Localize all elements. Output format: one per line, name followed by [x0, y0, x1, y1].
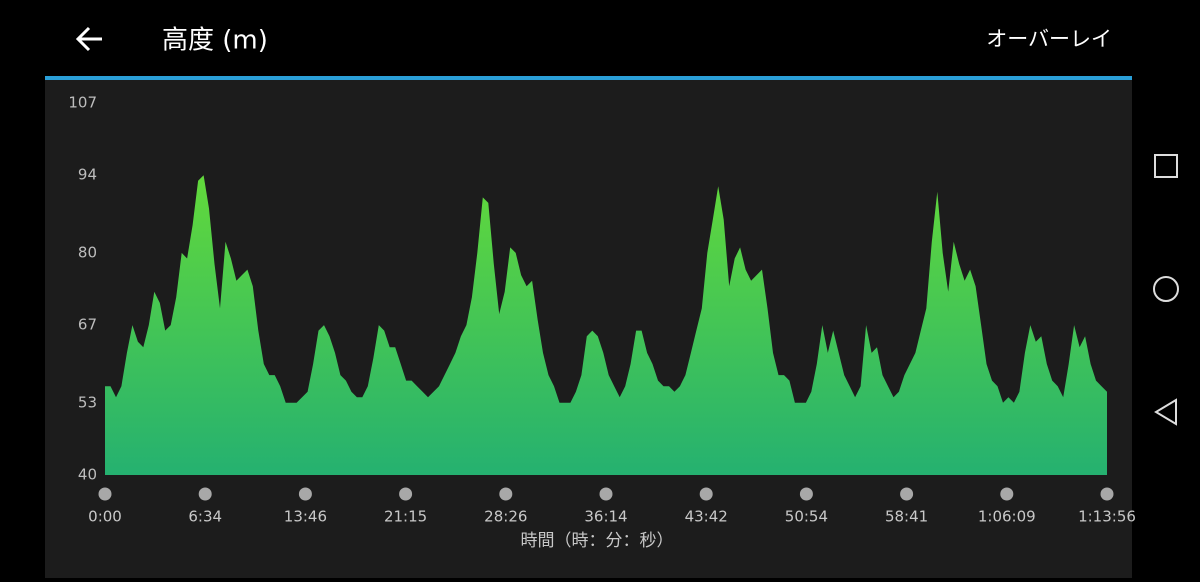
- x-tick-label: 36:14: [584, 508, 627, 526]
- back-button[interactable]: [75, 26, 102, 52]
- y-tick-label: 40: [78, 466, 97, 484]
- overlay-button[interactable]: オーバーレイ: [986, 27, 1112, 51]
- x-tick-dot: [399, 487, 413, 501]
- x-tick-label: 0:00: [88, 508, 122, 526]
- y-tick-label: 53: [78, 393, 97, 411]
- x-tick-dot: [298, 487, 312, 501]
- x-tick-label: 1:06:09: [978, 508, 1036, 526]
- nav-back-button[interactable]: [1154, 398, 1177, 426]
- elevation-area: [105, 175, 1107, 475]
- x-tick-dot: [98, 487, 112, 501]
- x-tick-label: 13:46: [284, 508, 327, 526]
- home-button[interactable]: [1153, 276, 1179, 302]
- x-tick-dot: [599, 487, 613, 501]
- page-title: 高度 (m): [162, 26, 268, 56]
- x-tick-label: 50:54: [785, 508, 828, 526]
- y-tick-label: 67: [78, 316, 97, 334]
- recents-button[interactable]: [1154, 154, 1178, 178]
- x-tick-label: 6:34: [188, 508, 222, 526]
- x-axis-title: 時間（時：分：秒）: [521, 531, 674, 551]
- y-tick-label: 94: [78, 166, 97, 184]
- x-tick-dot: [699, 487, 713, 501]
- x-tick-dot: [900, 487, 914, 501]
- x-tick-dot: [198, 487, 212, 501]
- x-tick-label: 1:13:56: [1078, 508, 1136, 526]
- x-tick-dot: [1000, 487, 1014, 501]
- y-tick-label: 80: [78, 243, 97, 261]
- x-tick-label: 21:15: [384, 508, 427, 526]
- y-tick-label: 107: [68, 94, 97, 112]
- header-divider: [45, 76, 1132, 80]
- x-tick-dot: [799, 487, 813, 501]
- x-tick-label: 43:42: [685, 508, 728, 526]
- x-tick-label: 58:41: [885, 508, 928, 526]
- x-tick-dot: [499, 487, 513, 501]
- x-tick-label: 28:26: [484, 508, 527, 526]
- x-tick-dot: [1100, 487, 1114, 501]
